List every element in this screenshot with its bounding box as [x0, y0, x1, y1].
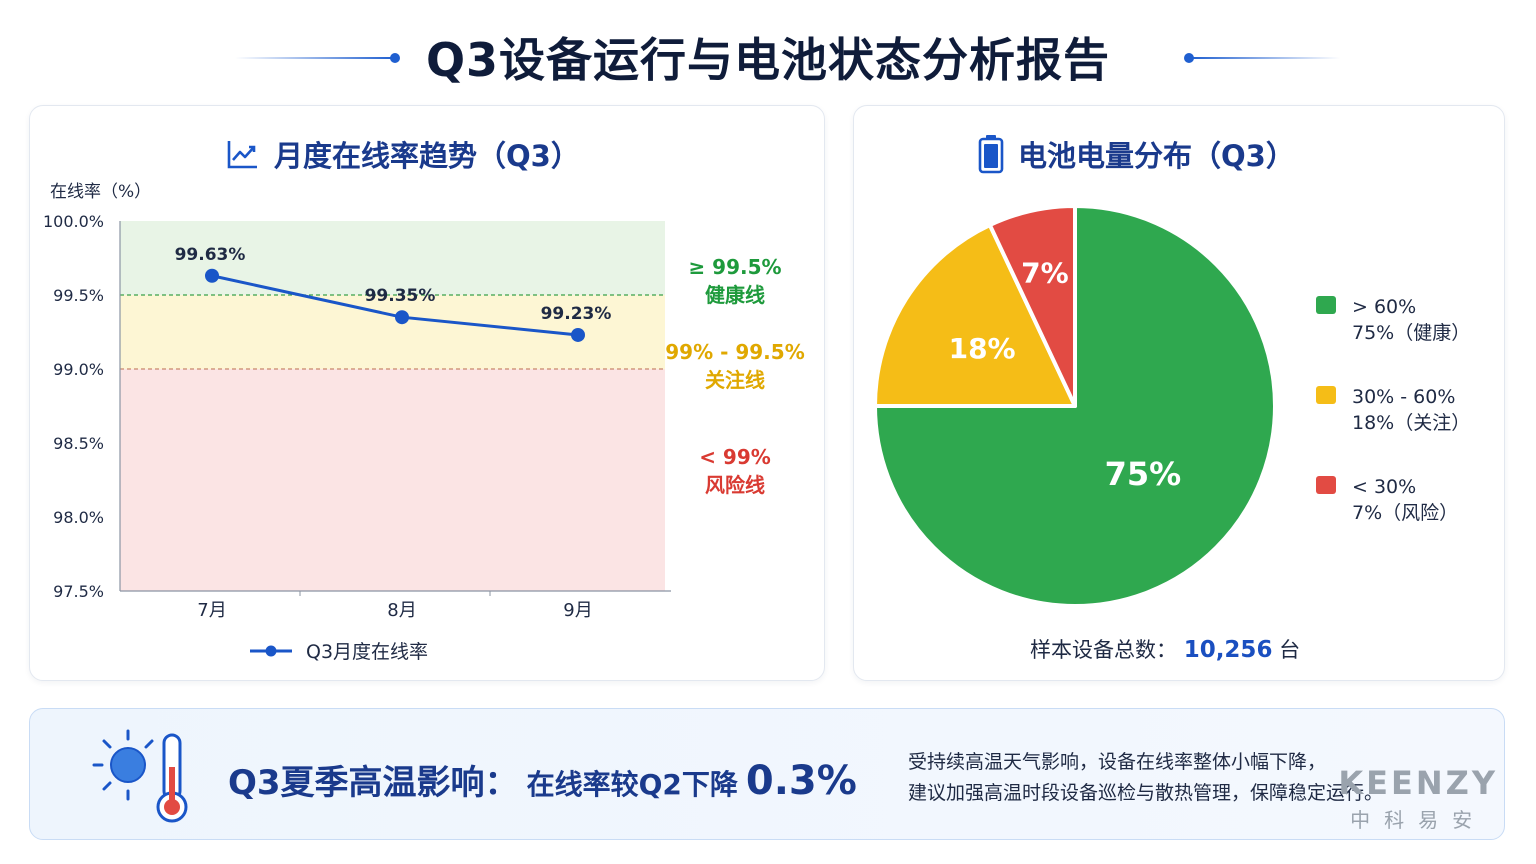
pie-slice-label: 18%	[949, 332, 1016, 365]
pie-slice-label: 75%	[1105, 455, 1182, 493]
banner-headline: Q3夏季高温影响： 在线率较Q2下降 0.3%	[228, 755, 857, 804]
zone-name-label: 健康线	[705, 283, 765, 307]
legend-point-swatch	[265, 645, 277, 657]
pie-legend-range-risk: < 30%	[1352, 476, 1417, 498]
battery-panel-header: 电池电量分布（Q3）	[978, 134, 1295, 174]
zone-name-label: 关注线	[705, 368, 765, 392]
online-rate-line-chart: 在线率（%） 97.5% 98.0% 98.5% 99.0% 99.5% 100.0% 7月 8…	[43, 182, 805, 663]
sun-thermometer-icon	[92, 729, 188, 823]
y-tick-label: 98.5%	[53, 434, 104, 453]
sample-count: 样本设备总数： 10,256 台	[1030, 634, 1300, 664]
data-point	[571, 327, 585, 342]
pie-legend-range-healthy: > 60%	[1352, 296, 1417, 318]
heat-impact-banner: Q3夏季高温影响： 在线率较Q2下降 0.3% 受持续高温天气影响，设备在线率整…	[29, 708, 1505, 840]
title-decor-dot-left	[390, 53, 400, 63]
y-tick-label: 99.5%	[53, 286, 104, 305]
banner-headline-value: 0.3%	[745, 758, 857, 804]
online-rate-panel: 月度在线率趋势（Q3） 在线率（%） 97.5% 98.0% 98.5% 99.0% 99…	[29, 105, 825, 681]
pie-legend-range-watch: 30% - 60%	[1352, 386, 1456, 408]
x-tick-label: 8月	[387, 600, 416, 621]
pie-slice	[873, 204, 1277, 608]
brand-watermark: KEENZY 中科易安	[1338, 764, 1498, 833]
pie-legend-share-healthy: 75%（健康）	[1352, 322, 1471, 344]
title-decor-dot-right	[1184, 53, 1194, 63]
pie-slice-label: 7%	[1021, 256, 1069, 289]
trend-chart-icon	[227, 141, 257, 169]
battery-panel: 电池电量分布（Q3） 75% 18% 7% > 60% 75%（健康） 30% - …	[853, 105, 1505, 681]
band-0	[120, 221, 665, 295]
band-1	[120, 295, 665, 369]
pie-legend-swatch-healthy	[1316, 296, 1336, 314]
data-label: 99.23%	[541, 304, 612, 324]
online-rate-panel-header: 月度在线率趋势（Q3）	[226, 134, 580, 174]
legend-label: Q3月度在线率	[306, 641, 428, 663]
y-tick-label: 100.0%	[43, 212, 104, 231]
pie-legend-item-risk: < 30% 7%（风险）	[1316, 474, 1458, 526]
banner-headline-title: Q3夏季高温影响：	[228, 763, 519, 803]
banner-description-line-1: 受持续高温天气影响，设备在线率整体小幅下降，	[908, 751, 1327, 773]
sample-count-value: 10,256	[1183, 637, 1273, 663]
data-label: 99.35%	[365, 286, 436, 306]
brand-watermark-cn: 中科易安	[1350, 808, 1487, 832]
zone-range-label: ≥ 99.5%	[688, 255, 781, 279]
banner-headline-sub: 在线率较Q2下降	[526, 768, 738, 801]
battery-panel-title: 电池电量分布（Q3）	[1018, 139, 1295, 173]
banner-description: 受持续高温天气影响，设备在线率整体小幅下降， 建议加强高温时段设备巡检与散热管理…	[908, 747, 1383, 809]
data-label: 99.63%	[175, 245, 246, 265]
title-row: Q3设备运行与电池状态分析报告	[0, 22, 1536, 92]
pie-legend-share-watch: 18%（关注）	[1352, 412, 1471, 434]
y-tick-label: 98.0%	[53, 508, 104, 527]
pie-legend-item-watch: 30% - 60% 18%（关注）	[1316, 384, 1470, 436]
sample-count-unit: 台	[1279, 638, 1301, 662]
y-tick-label: 99.0%	[53, 360, 104, 379]
data-point	[395, 310, 409, 325]
zone-range-label: < 99%	[699, 445, 771, 469]
pie-slice	[987, 204, 1077, 408]
sample-count-label: 样本设备总数：	[1030, 638, 1177, 662]
pie-slice	[873, 223, 1077, 408]
title-decor-line-right	[1190, 57, 1340, 59]
zone-range-label: 99% - 99.5%	[665, 340, 804, 364]
pie-legend-swatch-risk	[1316, 476, 1336, 494]
y-tick-label: 97.5%	[53, 582, 104, 601]
x-tick-label: 7月	[197, 600, 226, 621]
title-decor-line-left	[235, 57, 395, 59]
y-axis-label: 在线率（%）	[50, 182, 151, 202]
series-line	[211, 274, 579, 337]
pie-legend-item-healthy: > 60% 75%（健康）	[1316, 294, 1470, 346]
data-point	[205, 268, 219, 283]
pie-legend-swatch-watch	[1316, 386, 1336, 404]
pie-legend-share-risk: 7%（风险）	[1352, 502, 1459, 524]
zone-name-label: 风险线	[705, 473, 765, 497]
page-title: Q3设备运行与电池状态分析报告	[425, 33, 1111, 87]
band-2	[120, 369, 665, 591]
brand-watermark-name: KEENZY	[1338, 764, 1498, 802]
x-tick-label: 9月	[563, 600, 592, 621]
banner-description-line-2: 建议加强高温时段设备巡检与散热管理，保障稳定运行。	[908, 782, 1384, 804]
battery-icon	[978, 135, 1004, 174]
online-rate-panel-title: 月度在线率趋势（Q3）	[274, 139, 580, 173]
